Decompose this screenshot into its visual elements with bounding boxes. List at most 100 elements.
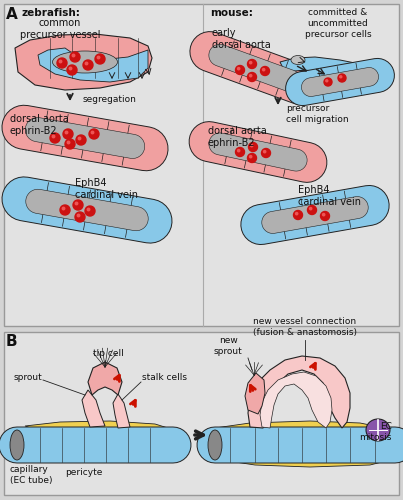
Circle shape — [340, 76, 342, 78]
Circle shape — [83, 60, 93, 70]
Circle shape — [247, 60, 256, 68]
Text: precursor
cell migration: precursor cell migration — [286, 104, 349, 124]
Text: dorsal aorta
ephrin-B2: dorsal aorta ephrin-B2 — [10, 114, 69, 136]
Text: zebrafish:: zebrafish: — [22, 8, 81, 18]
Circle shape — [50, 133, 60, 143]
Circle shape — [249, 156, 252, 158]
Circle shape — [235, 148, 245, 156]
Polygon shape — [248, 356, 350, 428]
Circle shape — [293, 210, 303, 220]
Circle shape — [324, 78, 332, 86]
Polygon shape — [220, 450, 390, 467]
Polygon shape — [25, 421, 168, 435]
Polygon shape — [209, 133, 307, 171]
Circle shape — [62, 207, 65, 210]
Polygon shape — [280, 57, 370, 77]
Circle shape — [237, 68, 240, 70]
Polygon shape — [286, 58, 395, 106]
Circle shape — [235, 66, 245, 74]
Text: A: A — [6, 7, 18, 22]
Circle shape — [91, 131, 94, 134]
Circle shape — [295, 212, 298, 215]
Polygon shape — [82, 390, 105, 427]
Circle shape — [326, 80, 328, 82]
Circle shape — [65, 131, 68, 134]
Circle shape — [95, 54, 105, 64]
Polygon shape — [2, 105, 168, 171]
Ellipse shape — [52, 51, 118, 73]
Text: committed &
uncommitted
precursor cells: committed & uncommitted precursor cells — [305, 8, 371, 39]
Circle shape — [69, 67, 72, 70]
Circle shape — [85, 62, 88, 64]
Circle shape — [249, 142, 258, 152]
Text: new vessel connection
(fusion & anastomosis): new vessel connection (fusion & anastomo… — [253, 317, 357, 337]
Polygon shape — [15, 34, 152, 90]
Circle shape — [97, 56, 100, 58]
Polygon shape — [241, 186, 389, 244]
Text: stalk cells: stalk cells — [142, 374, 187, 382]
Text: dorsal aorta
ephrin-B2: dorsal aorta ephrin-B2 — [208, 126, 267, 148]
Circle shape — [322, 214, 325, 216]
Polygon shape — [2, 177, 172, 243]
Circle shape — [260, 66, 270, 76]
Circle shape — [264, 150, 266, 153]
Circle shape — [67, 65, 77, 75]
Circle shape — [73, 200, 83, 210]
Text: tip cell: tip cell — [93, 349, 123, 358]
Text: new
sprout: new sprout — [214, 336, 242, 356]
Circle shape — [338, 74, 346, 82]
Circle shape — [89, 129, 99, 139]
Ellipse shape — [291, 56, 305, 64]
Text: capillary
(EC tube): capillary (EC tube) — [10, 465, 52, 485]
Polygon shape — [38, 48, 148, 82]
FancyBboxPatch shape — [4, 332, 399, 495]
Circle shape — [63, 129, 73, 139]
Circle shape — [75, 212, 85, 222]
Circle shape — [65, 139, 75, 149]
Polygon shape — [262, 196, 368, 234]
Polygon shape — [113, 394, 130, 428]
Text: common
precursor vessel: common precursor vessel — [20, 18, 100, 40]
Circle shape — [67, 141, 70, 144]
Circle shape — [85, 206, 95, 216]
Ellipse shape — [208, 430, 222, 460]
Circle shape — [76, 135, 86, 145]
Polygon shape — [209, 44, 301, 92]
Polygon shape — [189, 122, 327, 182]
Polygon shape — [25, 118, 145, 158]
Polygon shape — [215, 421, 390, 443]
Ellipse shape — [366, 419, 390, 441]
Polygon shape — [26, 189, 148, 231]
Circle shape — [262, 148, 270, 158]
Polygon shape — [18, 430, 168, 460]
Circle shape — [70, 52, 80, 62]
Circle shape — [59, 60, 62, 62]
Circle shape — [72, 54, 75, 56]
Polygon shape — [0, 427, 191, 463]
Text: B: B — [6, 334, 18, 349]
Circle shape — [60, 205, 70, 215]
Circle shape — [52, 135, 55, 138]
Polygon shape — [245, 373, 265, 414]
Text: pericyte: pericyte — [65, 468, 102, 477]
Polygon shape — [88, 362, 122, 395]
Circle shape — [78, 137, 81, 140]
Circle shape — [87, 208, 90, 211]
Circle shape — [251, 144, 253, 147]
Circle shape — [75, 202, 78, 205]
Ellipse shape — [10, 430, 24, 460]
Polygon shape — [260, 372, 332, 428]
Circle shape — [247, 154, 256, 162]
FancyBboxPatch shape — [4, 4, 399, 326]
Circle shape — [249, 74, 252, 77]
Circle shape — [320, 212, 330, 220]
Polygon shape — [197, 427, 403, 463]
Text: EphB4
cardinal vein: EphB4 cardinal vein — [75, 178, 138, 201]
Circle shape — [310, 208, 312, 210]
Text: EphB4
cardinal vein: EphB4 cardinal vein — [298, 185, 361, 208]
Text: mouse:: mouse: — [210, 8, 253, 18]
Polygon shape — [190, 32, 320, 104]
Text: segregation: segregation — [83, 96, 137, 104]
Circle shape — [237, 150, 240, 152]
Circle shape — [249, 62, 252, 64]
